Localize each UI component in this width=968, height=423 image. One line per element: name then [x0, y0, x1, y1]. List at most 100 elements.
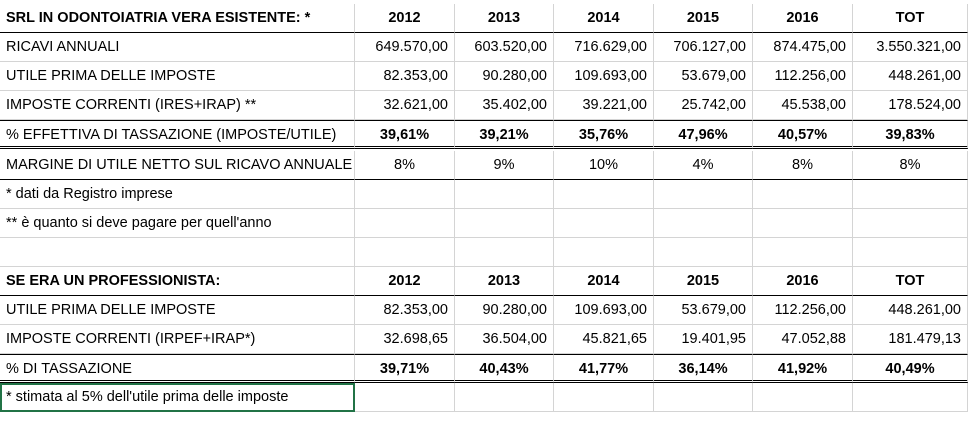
percent-cell[interactable]: 39,61% — [355, 120, 455, 149]
percent-cell[interactable]: 47,96% — [654, 120, 753, 149]
row-label-cell[interactable]: % EFFETTIVA DI TASSAZIONE (IMPOSTE/UTILE… — [0, 120, 355, 149]
empty-cell[interactable] — [355, 209, 455, 238]
row-label-cell[interactable]: IMPOSTE CORRENTI (IRPEF+IRAP*) — [0, 325, 355, 354]
footnote-cell[interactable]: ** è quanto si deve pagare per quell'ann… — [0, 209, 355, 238]
value-cell[interactable]: 448.261,00 — [853, 296, 968, 325]
row-label-cell[interactable]: UTILE PRIMA DELLE IMPOSTE — [0, 62, 355, 91]
value-cell[interactable]: 32.621,00 — [355, 91, 455, 120]
empty-cell[interactable] — [455, 209, 554, 238]
value-cell[interactable]: 716.629,00 — [554, 33, 654, 62]
value-cell[interactable]: 109.693,00 — [554, 62, 654, 91]
year-header-cell[interactable]: 2013 — [455, 267, 554, 296]
value-cell[interactable]: 39.221,00 — [554, 91, 654, 120]
empty-cell[interactable] — [355, 383, 455, 412]
value-cell[interactable]: 25.742,00 — [654, 91, 753, 120]
empty-cell[interactable] — [654, 238, 753, 267]
value-cell[interactable]: 603.520,00 — [455, 33, 554, 62]
percent-cell[interactable]: 39,83% — [853, 120, 968, 149]
value-cell[interactable]: 181.479,13 — [853, 325, 968, 354]
year-header-cell[interactable]: 2015 — [654, 267, 753, 296]
percent-cell[interactable]: 40,57% — [753, 120, 853, 149]
value-cell[interactable]: 90.280,00 — [455, 296, 554, 325]
value-cell[interactable]: 109.693,00 — [554, 296, 654, 325]
year-header-cell[interactable]: 2014 — [554, 267, 654, 296]
total-header-cell[interactable]: TOT — [853, 4, 968, 33]
margin-cell[interactable]: 4% — [654, 151, 753, 180]
row-label-cell[interactable]: % DI TASSAZIONE — [0, 354, 355, 383]
value-cell[interactable]: 112.256,00 — [753, 296, 853, 325]
footnote-cell[interactable]: * dati da Registro imprese — [0, 180, 355, 209]
value-cell[interactable]: 36.504,00 — [455, 325, 554, 354]
value-cell[interactable]: 706.127,00 — [654, 33, 753, 62]
table1-title-cell[interactable]: SRL IN ODONTOIATRIA VERA ESISTENTE: * — [0, 4, 355, 33]
empty-cell[interactable] — [554, 209, 654, 238]
empty-cell[interactable] — [455, 383, 554, 412]
value-cell[interactable]: 53.679,00 — [654, 62, 753, 91]
empty-cell[interactable] — [853, 383, 968, 412]
selected-footnote-cell[interactable]: * stimata al 5% dell'utile prima delle i… — [0, 383, 355, 412]
value-cell[interactable]: 45.538,00 — [753, 91, 853, 120]
empty-cell[interactable] — [654, 209, 753, 238]
percent-cell[interactable]: 40,43% — [455, 354, 554, 383]
year-header-cell[interactable]: 2015 — [654, 4, 753, 33]
empty-cell[interactable] — [455, 238, 554, 267]
row-label-cell[interactable]: RICAVI ANNUALI — [0, 33, 355, 62]
year-header-cell[interactable]: 2016 — [753, 4, 853, 33]
percent-cell[interactable]: 36,14% — [654, 354, 753, 383]
table-row: UTILE PRIMA DELLE IMPOSTE 82.353,00 90.2… — [0, 62, 968, 91]
year-header-cell[interactable]: 2016 — [753, 267, 853, 296]
row-label-cell[interactable]: UTILE PRIMA DELLE IMPOSTE — [0, 296, 355, 325]
empty-cell[interactable] — [654, 180, 753, 209]
value-cell[interactable]: 32.698,65 — [355, 325, 455, 354]
percent-cell[interactable]: 39,71% — [355, 354, 455, 383]
empty-cell[interactable] — [554, 180, 654, 209]
empty-cell[interactable] — [753, 209, 853, 238]
empty-cell[interactable] — [0, 238, 355, 267]
year-header-cell[interactable]: 2014 — [554, 4, 654, 33]
empty-cell[interactable] — [753, 238, 853, 267]
margin-cell[interactable]: 10% — [554, 151, 654, 180]
percent-cell[interactable]: 40,49% — [853, 354, 968, 383]
total-header-cell[interactable]: TOT — [853, 267, 968, 296]
empty-cell[interactable] — [853, 180, 968, 209]
value-cell[interactable]: 53.679,00 — [654, 296, 753, 325]
empty-cell[interactable] — [853, 238, 968, 267]
empty-cell[interactable] — [654, 383, 753, 412]
value-cell[interactable]: 178.524,00 — [853, 91, 968, 120]
margin-cell[interactable]: 8% — [853, 151, 968, 180]
value-cell[interactable]: 47.052,88 — [753, 325, 853, 354]
percent-cell[interactable]: 39,21% — [455, 120, 554, 149]
margin-cell[interactable]: 9% — [455, 151, 554, 180]
value-cell[interactable]: 90.280,00 — [455, 62, 554, 91]
value-cell[interactable]: 874.475,00 — [753, 33, 853, 62]
empty-cell[interactable] — [355, 238, 455, 267]
empty-cell[interactable] — [853, 209, 968, 238]
margin-cell[interactable]: 8% — [753, 151, 853, 180]
empty-cell[interactable] — [355, 180, 455, 209]
year-header-cell[interactable]: 2012 — [355, 267, 455, 296]
value-cell[interactable]: 3.550.321,00 — [853, 33, 968, 62]
percent-cell[interactable]: 41,92% — [753, 354, 853, 383]
value-cell[interactable]: 35.402,00 — [455, 91, 554, 120]
value-cell[interactable]: 112.256,00 — [753, 62, 853, 91]
margin-cell[interactable]: 8% — [355, 151, 455, 180]
value-cell[interactable]: 82.353,00 — [355, 296, 455, 325]
empty-cell[interactable] — [554, 383, 654, 412]
year-header-cell[interactable]: 2013 — [455, 4, 554, 33]
value-cell[interactable]: 19.401,95 — [654, 325, 753, 354]
empty-cell[interactable] — [455, 180, 554, 209]
value-cell[interactable]: 448.261,00 — [853, 62, 968, 91]
empty-cell[interactable] — [753, 383, 853, 412]
value-cell[interactable]: 649.570,00 — [355, 33, 455, 62]
year-header-cell[interactable]: 2012 — [355, 4, 455, 33]
row-label-cell[interactable]: MARGINE DI UTILE NETTO SUL RICAVO ANNUAL… — [0, 151, 355, 180]
table2-title-cell[interactable]: SE ERA UN PROFESSIONISTA: — [0, 267, 355, 296]
percent-cell[interactable]: 35,76% — [554, 120, 654, 149]
row-label-cell[interactable]: IMPOSTE CORRENTI (IRES+IRAP) ** — [0, 91, 355, 120]
value-cell[interactable]: 82.353,00 — [355, 62, 455, 91]
percent-cell[interactable]: 41,77% — [554, 354, 654, 383]
empty-cell[interactable] — [753, 180, 853, 209]
value-cell[interactable]: 45.821,65 — [554, 325, 654, 354]
empty-cell[interactable] — [554, 238, 654, 267]
